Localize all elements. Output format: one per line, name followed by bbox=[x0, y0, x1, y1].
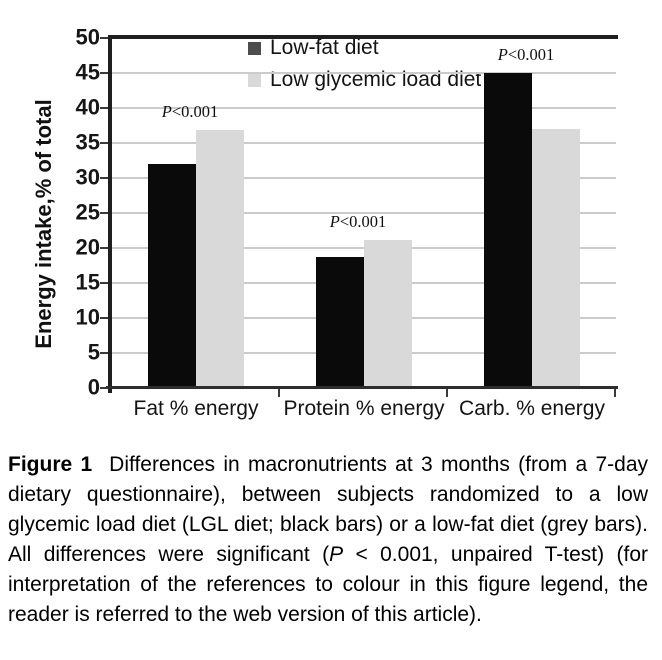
p-value-symbol: P bbox=[497, 45, 508, 64]
y-tick-mark-45 bbox=[100, 72, 108, 74]
y-tick-label-45: 45 bbox=[75, 59, 100, 85]
y-tick-mark-30 bbox=[100, 177, 108, 179]
y-tick-label-15: 15 bbox=[75, 269, 100, 295]
p-value-annotation-1: P<0.001 bbox=[162, 102, 219, 122]
p-value-annotation-2: P<0.001 bbox=[330, 212, 387, 232]
y-tick-label-10: 10 bbox=[75, 304, 100, 330]
legend-item-1: Low-fat diet bbox=[248, 32, 481, 64]
bar-lgl-3 bbox=[532, 129, 580, 388]
chart-legend: Low-fat diet Low glycemic load diet bbox=[248, 32, 481, 96]
y-tick-label-35: 35 bbox=[75, 129, 100, 155]
y-tick-mark-5 bbox=[100, 352, 108, 354]
x-tick-mark-1 bbox=[278, 389, 280, 397]
figure-caption: Figure 1 Differences in macronutrients at… bbox=[0, 440, 662, 630]
y-tick-label-0: 0 bbox=[87, 374, 100, 400]
gridline-30 bbox=[112, 177, 616, 179]
y-tick-label-40: 40 bbox=[75, 94, 100, 120]
y-tick-mark-35 bbox=[100, 142, 108, 144]
x-axis-label-1: Fat % energy bbox=[133, 397, 259, 420]
x-tick-mark-2 bbox=[446, 389, 448, 397]
y-tick-label-30: 30 bbox=[75, 164, 100, 190]
bar-low-fat-3 bbox=[484, 73, 532, 388]
y-axis-line bbox=[108, 35, 112, 393]
p-value-text: <0.001 bbox=[171, 101, 219, 121]
bar-low-fat-2 bbox=[316, 257, 364, 388]
x-axis-label-3: Carb. % energy bbox=[459, 397, 605, 420]
x-axis-line bbox=[106, 386, 618, 389]
figure-number: Figure 1 bbox=[8, 453, 93, 476]
plot-area: Low-fat diet Low glycemic load diet P<0.0… bbox=[112, 36, 616, 388]
p-value-text: <0.001 bbox=[339, 211, 387, 231]
y-tick-label-25: 25 bbox=[75, 199, 100, 225]
caption-text-after-p: < 0.001, unpaired T-test) (for interpret… bbox=[8, 543, 648, 626]
bar-lgl-1 bbox=[196, 130, 244, 388]
legend-swatch-2 bbox=[248, 73, 261, 87]
y-tick-mark-10 bbox=[100, 317, 108, 319]
gridline-35 bbox=[112, 142, 616, 144]
y-tick-mark-20 bbox=[100, 247, 108, 249]
p-value-symbol: P bbox=[329, 211, 340, 231]
p-value-symbol: P bbox=[161, 101, 172, 121]
gridline-25 bbox=[112, 212, 616, 214]
y-tick-mark-15 bbox=[100, 282, 108, 284]
y-tick-mark-40 bbox=[100, 107, 108, 109]
gridline-45 bbox=[112, 72, 616, 74]
y-tick-label-50: 50 bbox=[75, 24, 100, 50]
bar-lgl-2 bbox=[364, 240, 412, 388]
p-value-annotation-3: P<0.001 bbox=[498, 45, 555, 65]
legend-swatch-1 bbox=[248, 41, 261, 55]
x-tick-mark-3 bbox=[614, 389, 616, 397]
bar-low-fat-1 bbox=[148, 164, 196, 388]
y-tick-mark-50 bbox=[100, 37, 108, 39]
y-tick-label-20: 20 bbox=[75, 234, 100, 260]
legend-item-2: Low glycemic load diet bbox=[248, 64, 481, 96]
macronutrients-bar-chart: Energy intake,% of total Low-fat diet Low… bbox=[31, 24, 618, 420]
caption-p-symbol: P bbox=[329, 543, 344, 566]
y-tick-mark-25 bbox=[100, 212, 108, 214]
plot-top-border bbox=[108, 35, 618, 39]
gridline-40 bbox=[112, 107, 616, 109]
caption-text-before-p: Differences in macronutrients at 3 month… bbox=[8, 453, 648, 566]
x-axis-label-2: Protein % energy bbox=[283, 397, 445, 420]
y-tick-mark-0 bbox=[100, 387, 108, 389]
p-value-text: <0.001 bbox=[507, 45, 555, 64]
legend-label-1: Low-fat diet bbox=[270, 36, 379, 59]
y-tick-label-5: 5 bbox=[87, 339, 100, 365]
